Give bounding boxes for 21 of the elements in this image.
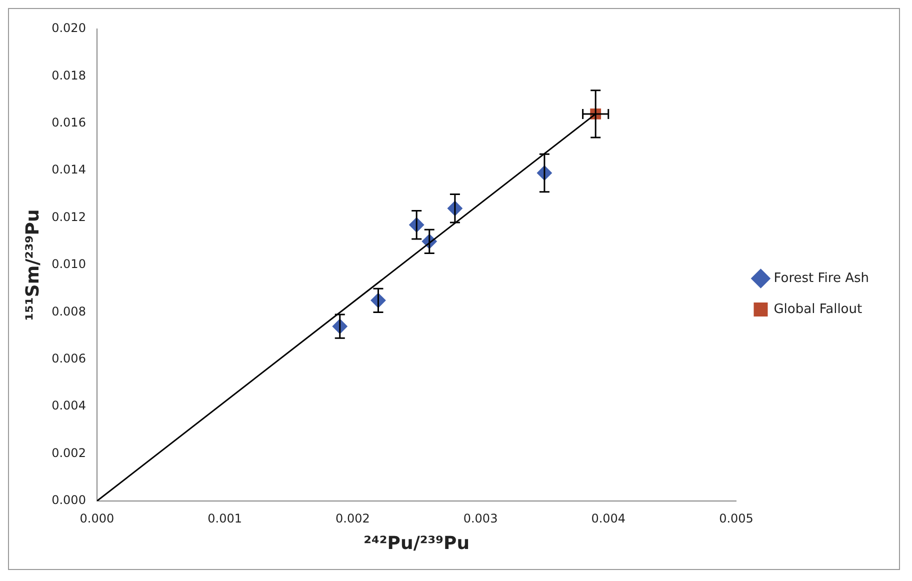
y-tick-label: 0.002 xyxy=(52,446,86,460)
y-tick-label: 0.014 xyxy=(52,162,86,177)
x-tick-label: 0.004 xyxy=(591,511,626,526)
x-tick-label: 0.001 xyxy=(208,511,242,526)
x-axis-title: ²⁴²Pu/²³⁹Pu xyxy=(364,532,470,554)
y-tick-label: 0.008 xyxy=(52,304,86,318)
x-tick-label: 0.003 xyxy=(463,511,498,526)
y-tick-label: 0.000 xyxy=(52,493,86,508)
y-tick-label: 0.020 xyxy=(52,21,86,36)
y-tick-label: 0.004 xyxy=(52,398,86,413)
legend-label: Global Fallout xyxy=(774,302,862,317)
legend-label: Forest Fire Ash xyxy=(774,270,869,286)
y-tick-label: 0.016 xyxy=(52,116,86,130)
y-axis-title: ¹⁵¹Sm/²³⁹Pu xyxy=(22,209,44,321)
y-tick-label: 0.010 xyxy=(52,257,86,272)
x-tick-label: 0.002 xyxy=(335,511,370,526)
y-tick-label: 0.018 xyxy=(52,68,86,82)
x-tick-label: 0.000 xyxy=(80,511,114,526)
y-tick-label: 0.012 xyxy=(52,210,86,224)
y-tick-label: 0.006 xyxy=(52,352,86,366)
x-tick-label: 0.005 xyxy=(719,511,754,526)
